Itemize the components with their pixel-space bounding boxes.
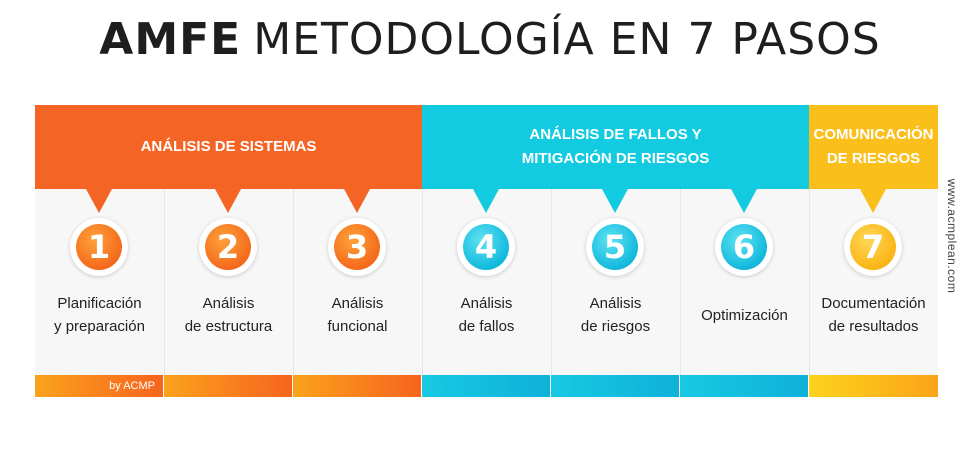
step-label: Análisis funcional — [293, 285, 422, 345]
step-bar — [551, 375, 679, 397]
title-text: METODOLOGÍA EN 7 PASOS — [253, 14, 881, 65]
phase-band-system-analysis: ANÁLISIS DE SISTEMAS — [35, 105, 422, 189]
step-number: 1 — [76, 224, 122, 270]
step-label: Planificación y preparación — [35, 285, 164, 345]
pointer-arrow — [215, 189, 241, 213]
step-label: Documentación de resultados — [809, 285, 938, 345]
phase-label-line: MITIGACIÓN DE RIESGOS — [521, 150, 710, 167]
pointer-arrow — [86, 189, 112, 213]
step-number: 7 — [850, 224, 896, 270]
credit-text: by ACMP — [109, 380, 155, 392]
step-column-1 — [35, 189, 164, 375]
page-title: AMFE METODOLOGÍA EN 7 PASOS — [0, 14, 980, 65]
step-bar — [293, 375, 421, 397]
step-label-line: Análisis — [331, 295, 384, 312]
step-label-line: Planificación — [57, 295, 142, 312]
step-label-line: Análisis — [460, 295, 513, 312]
step-label-line: Análisis — [202, 295, 255, 312]
step-number-badge: 4 — [457, 218, 515, 276]
step-column-6 — [680, 189, 809, 375]
step-number-badge: 5 — [586, 218, 644, 276]
step-label-line: y preparación — [54, 318, 145, 335]
step-label: Análisis de estructura — [164, 285, 293, 345]
step-bar — [680, 375, 808, 397]
step-label-line: Documentación — [821, 295, 926, 312]
step-label-line: Optimización — [701, 306, 788, 324]
step-number: 2 — [205, 224, 251, 270]
phase-label-line: ANÁLISIS DE FALLOS Y — [529, 126, 702, 143]
step-column-5 — [551, 189, 680, 375]
step-number-badge: 3 — [328, 218, 386, 276]
step-label-line: de resultados — [828, 318, 919, 335]
step-label-line: de estructura — [184, 318, 273, 335]
step-number: 3 — [334, 224, 380, 270]
step-label: Análisis de riesgos — [551, 285, 680, 345]
pointer-arrow — [860, 189, 886, 213]
pointer-arrow — [731, 189, 757, 213]
step-bar — [422, 375, 550, 397]
step-number: 6 — [721, 224, 767, 270]
step-number-badge: 1 — [70, 218, 128, 276]
phase-label-line: DE RIESGOS — [826, 150, 921, 167]
step-label-line: Análisis — [589, 295, 642, 312]
pointer-arrow — [473, 189, 499, 213]
step-label-line: de riesgos — [580, 318, 651, 335]
step-column-4 — [422, 189, 551, 375]
step-column-7 — [809, 189, 938, 375]
pointer-arrow — [344, 189, 370, 213]
phase-label-line: ANÁLISIS DE SISTEMAS — [140, 138, 317, 155]
phase-band-risk-communication: COMUNICACIÓN DE RIESGOS — [809, 105, 938, 189]
website-text: www.acmplean.com — [945, 178, 959, 294]
step-bar — [35, 375, 163, 397]
step-number-badge: 7 — [844, 218, 902, 276]
title-acronym: AMFE — [99, 14, 242, 65]
step-label-line: de fallos — [458, 318, 515, 335]
step-number: 5 — [592, 224, 638, 270]
step-number: 4 — [463, 224, 509, 270]
step-label-line: funcional — [327, 318, 388, 335]
step-column-2 — [164, 189, 293, 375]
step-label: Análisis de fallos — [422, 285, 551, 345]
step-label: Optimización — [680, 285, 809, 345]
step-column-3 — [293, 189, 422, 375]
pointer-arrow — [602, 189, 628, 213]
step-bar — [164, 375, 292, 397]
phase-label-line: COMUNICACIÓN — [813, 126, 934, 143]
step-number-badge: 2 — [199, 218, 257, 276]
step-number-badge: 6 — [715, 218, 773, 276]
phase-band-failure-analysis: ANÁLISIS DE FALLOS Y MITIGACIÓN DE RIESG… — [422, 105, 809, 189]
step-bar — [809, 375, 938, 397]
